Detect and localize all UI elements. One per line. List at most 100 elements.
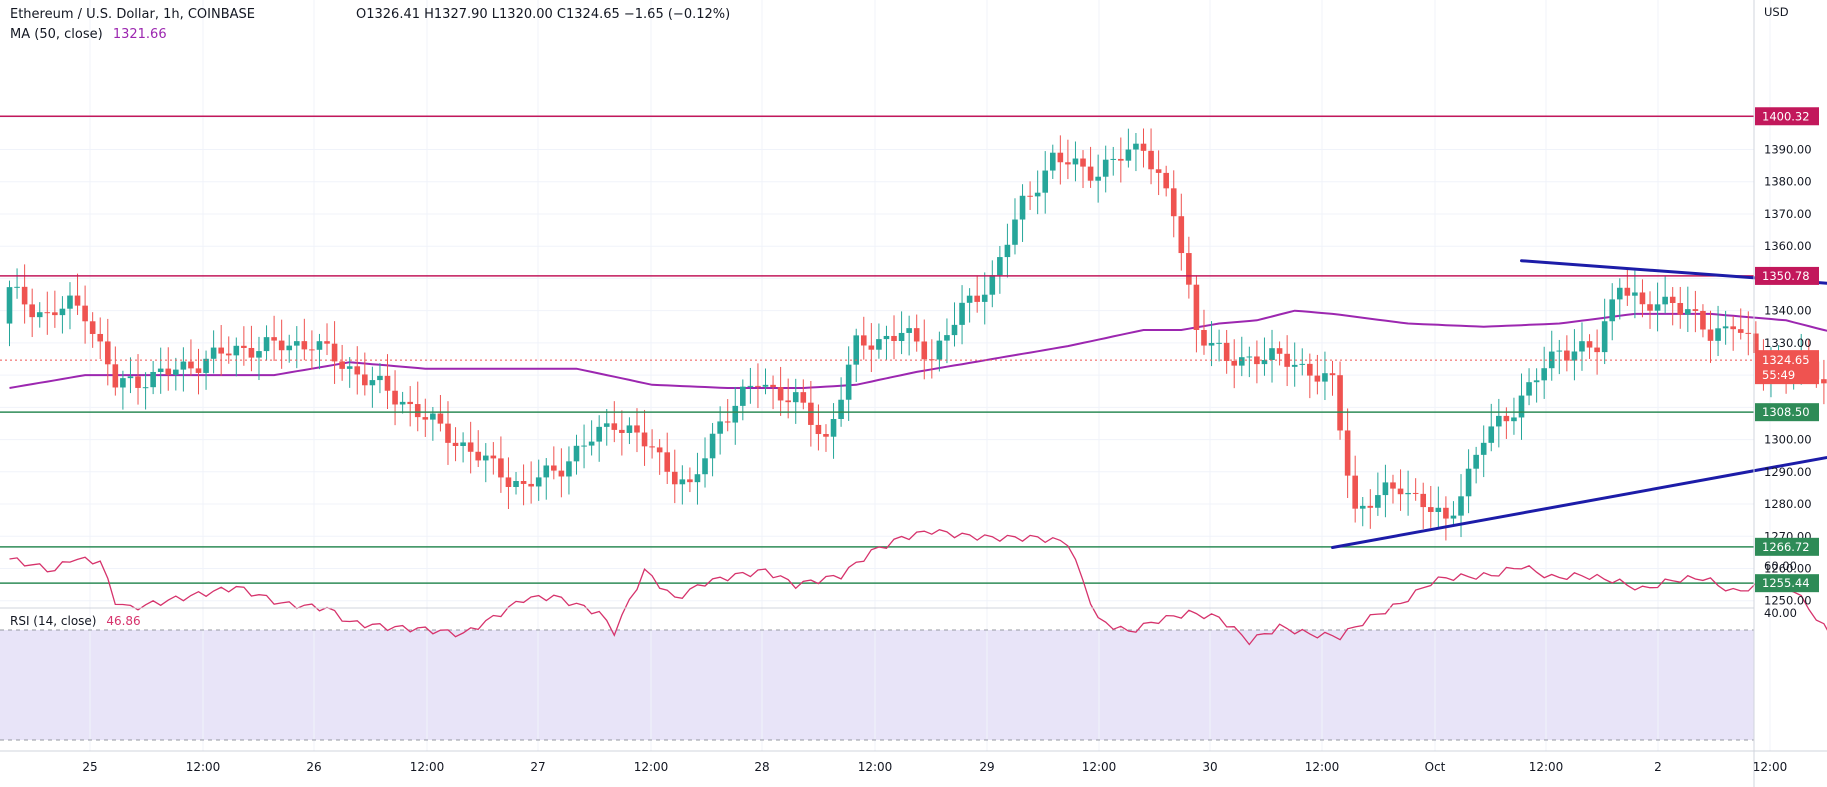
level-badge xyxy=(1755,537,1819,556)
candle-body xyxy=(573,445,580,462)
candle-body xyxy=(293,341,300,346)
candle-body xyxy=(1231,360,1238,366)
candle-body xyxy=(21,286,28,305)
candle-body xyxy=(1662,296,1668,305)
candle-body xyxy=(1511,417,1517,422)
candle-body xyxy=(6,287,13,324)
candle-body xyxy=(921,341,928,360)
candle-body xyxy=(1163,172,1169,189)
candle-body xyxy=(1246,356,1253,358)
time-axis[interactable]: 25 12:00 26 12:00 27 12:00 28 12:00 29 12:00 30 12:… xyxy=(82,760,1787,774)
price-tick-label: 1260.00 xyxy=(1764,561,1812,575)
candle-body xyxy=(150,371,156,388)
candle-body xyxy=(1586,341,1593,348)
trendlines[interactable] xyxy=(1331,259,1827,550)
candle-body xyxy=(535,477,542,487)
candle-body xyxy=(1435,507,1442,512)
time-tick-label: 12:00 xyxy=(186,760,221,774)
candle-body xyxy=(1329,373,1336,376)
ma-value: 1321.66 xyxy=(113,27,167,42)
candle-body xyxy=(1148,150,1154,170)
candle-body xyxy=(800,392,807,403)
candle-body xyxy=(792,392,799,403)
candle-body xyxy=(717,421,723,434)
candle-body xyxy=(97,333,104,342)
candle-body xyxy=(482,455,489,461)
price-tick-label: 1300.00 xyxy=(1764,433,1812,447)
candle-body xyxy=(724,421,731,423)
candle-body xyxy=(1420,493,1427,508)
candle-body xyxy=(263,337,270,352)
candle-body xyxy=(1019,195,1026,220)
candle-body xyxy=(1276,348,1283,354)
candle-body xyxy=(36,312,43,318)
candle-body xyxy=(913,328,920,342)
level-badge xyxy=(1755,574,1819,593)
candle-body xyxy=(860,335,867,346)
grid xyxy=(0,0,1771,751)
candle-body xyxy=(14,286,20,288)
candle-body xyxy=(1087,166,1094,181)
candle-body xyxy=(1616,287,1623,300)
level-badge-label: 1400.32 xyxy=(1762,109,1810,123)
candle-body xyxy=(732,405,739,423)
candle-body xyxy=(906,328,912,333)
candle-body xyxy=(1307,363,1313,376)
time-tick-label: 29 xyxy=(979,760,994,774)
candle-body xyxy=(1314,375,1321,382)
candle-body xyxy=(218,347,224,354)
candle-body xyxy=(1541,368,1547,381)
candle-body xyxy=(377,375,383,381)
candle-body xyxy=(1722,326,1729,329)
candle-body xyxy=(520,481,527,484)
trendline[interactable] xyxy=(1520,259,1827,306)
symbol-title[interactable]: Ethereum / U.S. Dollar, 1h, COINBASE xyxy=(10,7,255,22)
candle-body xyxy=(528,483,534,487)
rsi-tick-label: 40.00 xyxy=(1764,606,1797,620)
candle-body xyxy=(1715,328,1721,341)
candle-body xyxy=(603,423,610,427)
candle-body xyxy=(551,465,557,471)
candle-body xyxy=(195,368,202,373)
candle-body xyxy=(241,345,247,348)
candle-body xyxy=(1027,195,1033,197)
candle-body xyxy=(1647,304,1653,311)
candle-body xyxy=(974,295,980,302)
candle-body xyxy=(1186,253,1192,285)
candle-body xyxy=(392,390,398,405)
candle-body xyxy=(1367,505,1374,508)
candle-body xyxy=(1125,149,1132,161)
time-tick-label: 26 xyxy=(306,760,321,774)
candle-body xyxy=(1669,296,1676,304)
candle-body xyxy=(301,341,308,350)
rsi-line xyxy=(9,528,1827,646)
candle-body xyxy=(785,400,791,403)
last-price-label: 1324.65 xyxy=(1762,353,1810,367)
trendline[interactable] xyxy=(1331,396,1827,550)
candle-body xyxy=(127,376,134,379)
price-axis[interactable]: 1390.00 1380.00 1370.00 1360.00 1340.00 1330.… xyxy=(1755,107,1819,620)
candle-body xyxy=(210,347,217,359)
candle-body xyxy=(898,332,905,342)
candle-body xyxy=(566,461,572,477)
candle-body xyxy=(626,425,633,433)
candle-body xyxy=(384,375,391,391)
candle-body xyxy=(936,340,943,360)
candle-body xyxy=(142,387,149,389)
candle-body xyxy=(808,402,814,425)
candle-body xyxy=(188,361,194,369)
candle-body xyxy=(1261,360,1268,365)
candle-body xyxy=(1201,329,1207,346)
candle-body xyxy=(1269,348,1275,361)
candle-body xyxy=(89,321,96,334)
candle-body xyxy=(104,341,111,365)
rsi-band xyxy=(0,630,1754,740)
candle-body xyxy=(82,305,88,322)
currency-label: USD xyxy=(1764,5,1789,19)
candle-body xyxy=(777,387,784,401)
candle-body xyxy=(1208,342,1215,346)
candle-body xyxy=(1821,379,1827,384)
level-badge-label: 1308.50 xyxy=(1762,405,1810,419)
